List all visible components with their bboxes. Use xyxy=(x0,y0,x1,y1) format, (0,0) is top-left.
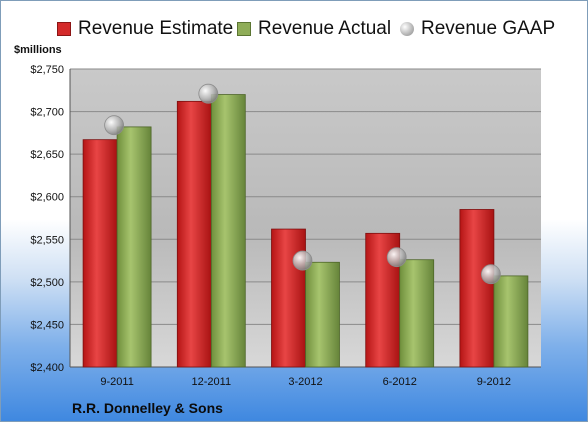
company-name: R.R. Donnelley & Sons xyxy=(72,400,223,416)
x-tick-label-9-2011: 9-2011 xyxy=(100,376,133,388)
legend-item-revenue-estimate: Revenue Estimate xyxy=(57,17,233,41)
y-tick-label-2750: $2,750 xyxy=(30,64,64,76)
y-tick-label-2450: $2,450 xyxy=(30,319,64,331)
marker-revenue-gaap-3-2012 xyxy=(292,250,313,271)
bar-revenue-actual-3-2012 xyxy=(305,261,340,368)
x-tick-label-3-2012: 3-2012 xyxy=(288,376,322,388)
x-tick-label-12-2011: 12-2011 xyxy=(192,376,232,388)
legend-label-revenue-estimate: Revenue Estimate xyxy=(78,18,234,39)
y-tick-label-2600: $2,600 xyxy=(30,192,64,204)
legend-label-revenue-actual: Revenue Actual xyxy=(258,18,392,39)
bar-revenue-actual-9-2011 xyxy=(116,126,152,368)
marker-revenue-gaap-9-2011 xyxy=(104,115,124,136)
marker-revenue-gaap-12-2011 xyxy=(198,83,219,104)
legend-item-revenue-actual: Revenue Actual xyxy=(237,17,391,41)
legend: Revenue Estimate Revenue Actual Revenue … xyxy=(1,15,587,43)
marker-revenue-gaap-9-2012 xyxy=(480,264,501,285)
y-tick-label-2700: $2,700 xyxy=(30,107,64,119)
legend-swatch-revenue-gaap xyxy=(400,22,414,36)
marker-revenue-gaap-6-2012 xyxy=(386,247,407,268)
x-tick-label-6-2012: 6-2012 xyxy=(383,376,417,388)
bar-revenue-actual-9-2012 xyxy=(493,275,529,368)
y-tick-label-2500: $2,500 xyxy=(30,277,64,289)
y-tick-label-2550: $2,550 xyxy=(30,234,64,246)
y-axis-unit-label: $millions xyxy=(14,44,62,56)
y-tick-label-2650: $2,650 xyxy=(30,149,64,161)
legend-swatch-revenue-estimate xyxy=(57,22,71,36)
bar-revenue-estimate-12-2011 xyxy=(176,100,212,368)
y-tick-label-2400: $2,400 xyxy=(30,362,64,374)
bar-revenue-actual-12-2011 xyxy=(210,94,246,368)
bar-revenue-estimate-9-2011 xyxy=(82,139,118,368)
legend-swatch-revenue-actual xyxy=(237,22,251,36)
x-tick-label-9-2012: 9-2012 xyxy=(477,376,511,388)
bar-revenue-estimate-3-2012 xyxy=(271,228,306,368)
bar-revenue-actual-6-2012 xyxy=(399,259,435,368)
legend-item-revenue-gaap: Revenue GAAP xyxy=(400,17,555,41)
legend-label-revenue-gaap: Revenue GAAP xyxy=(421,18,556,39)
bar-revenue-estimate-9-2012 xyxy=(459,209,495,368)
